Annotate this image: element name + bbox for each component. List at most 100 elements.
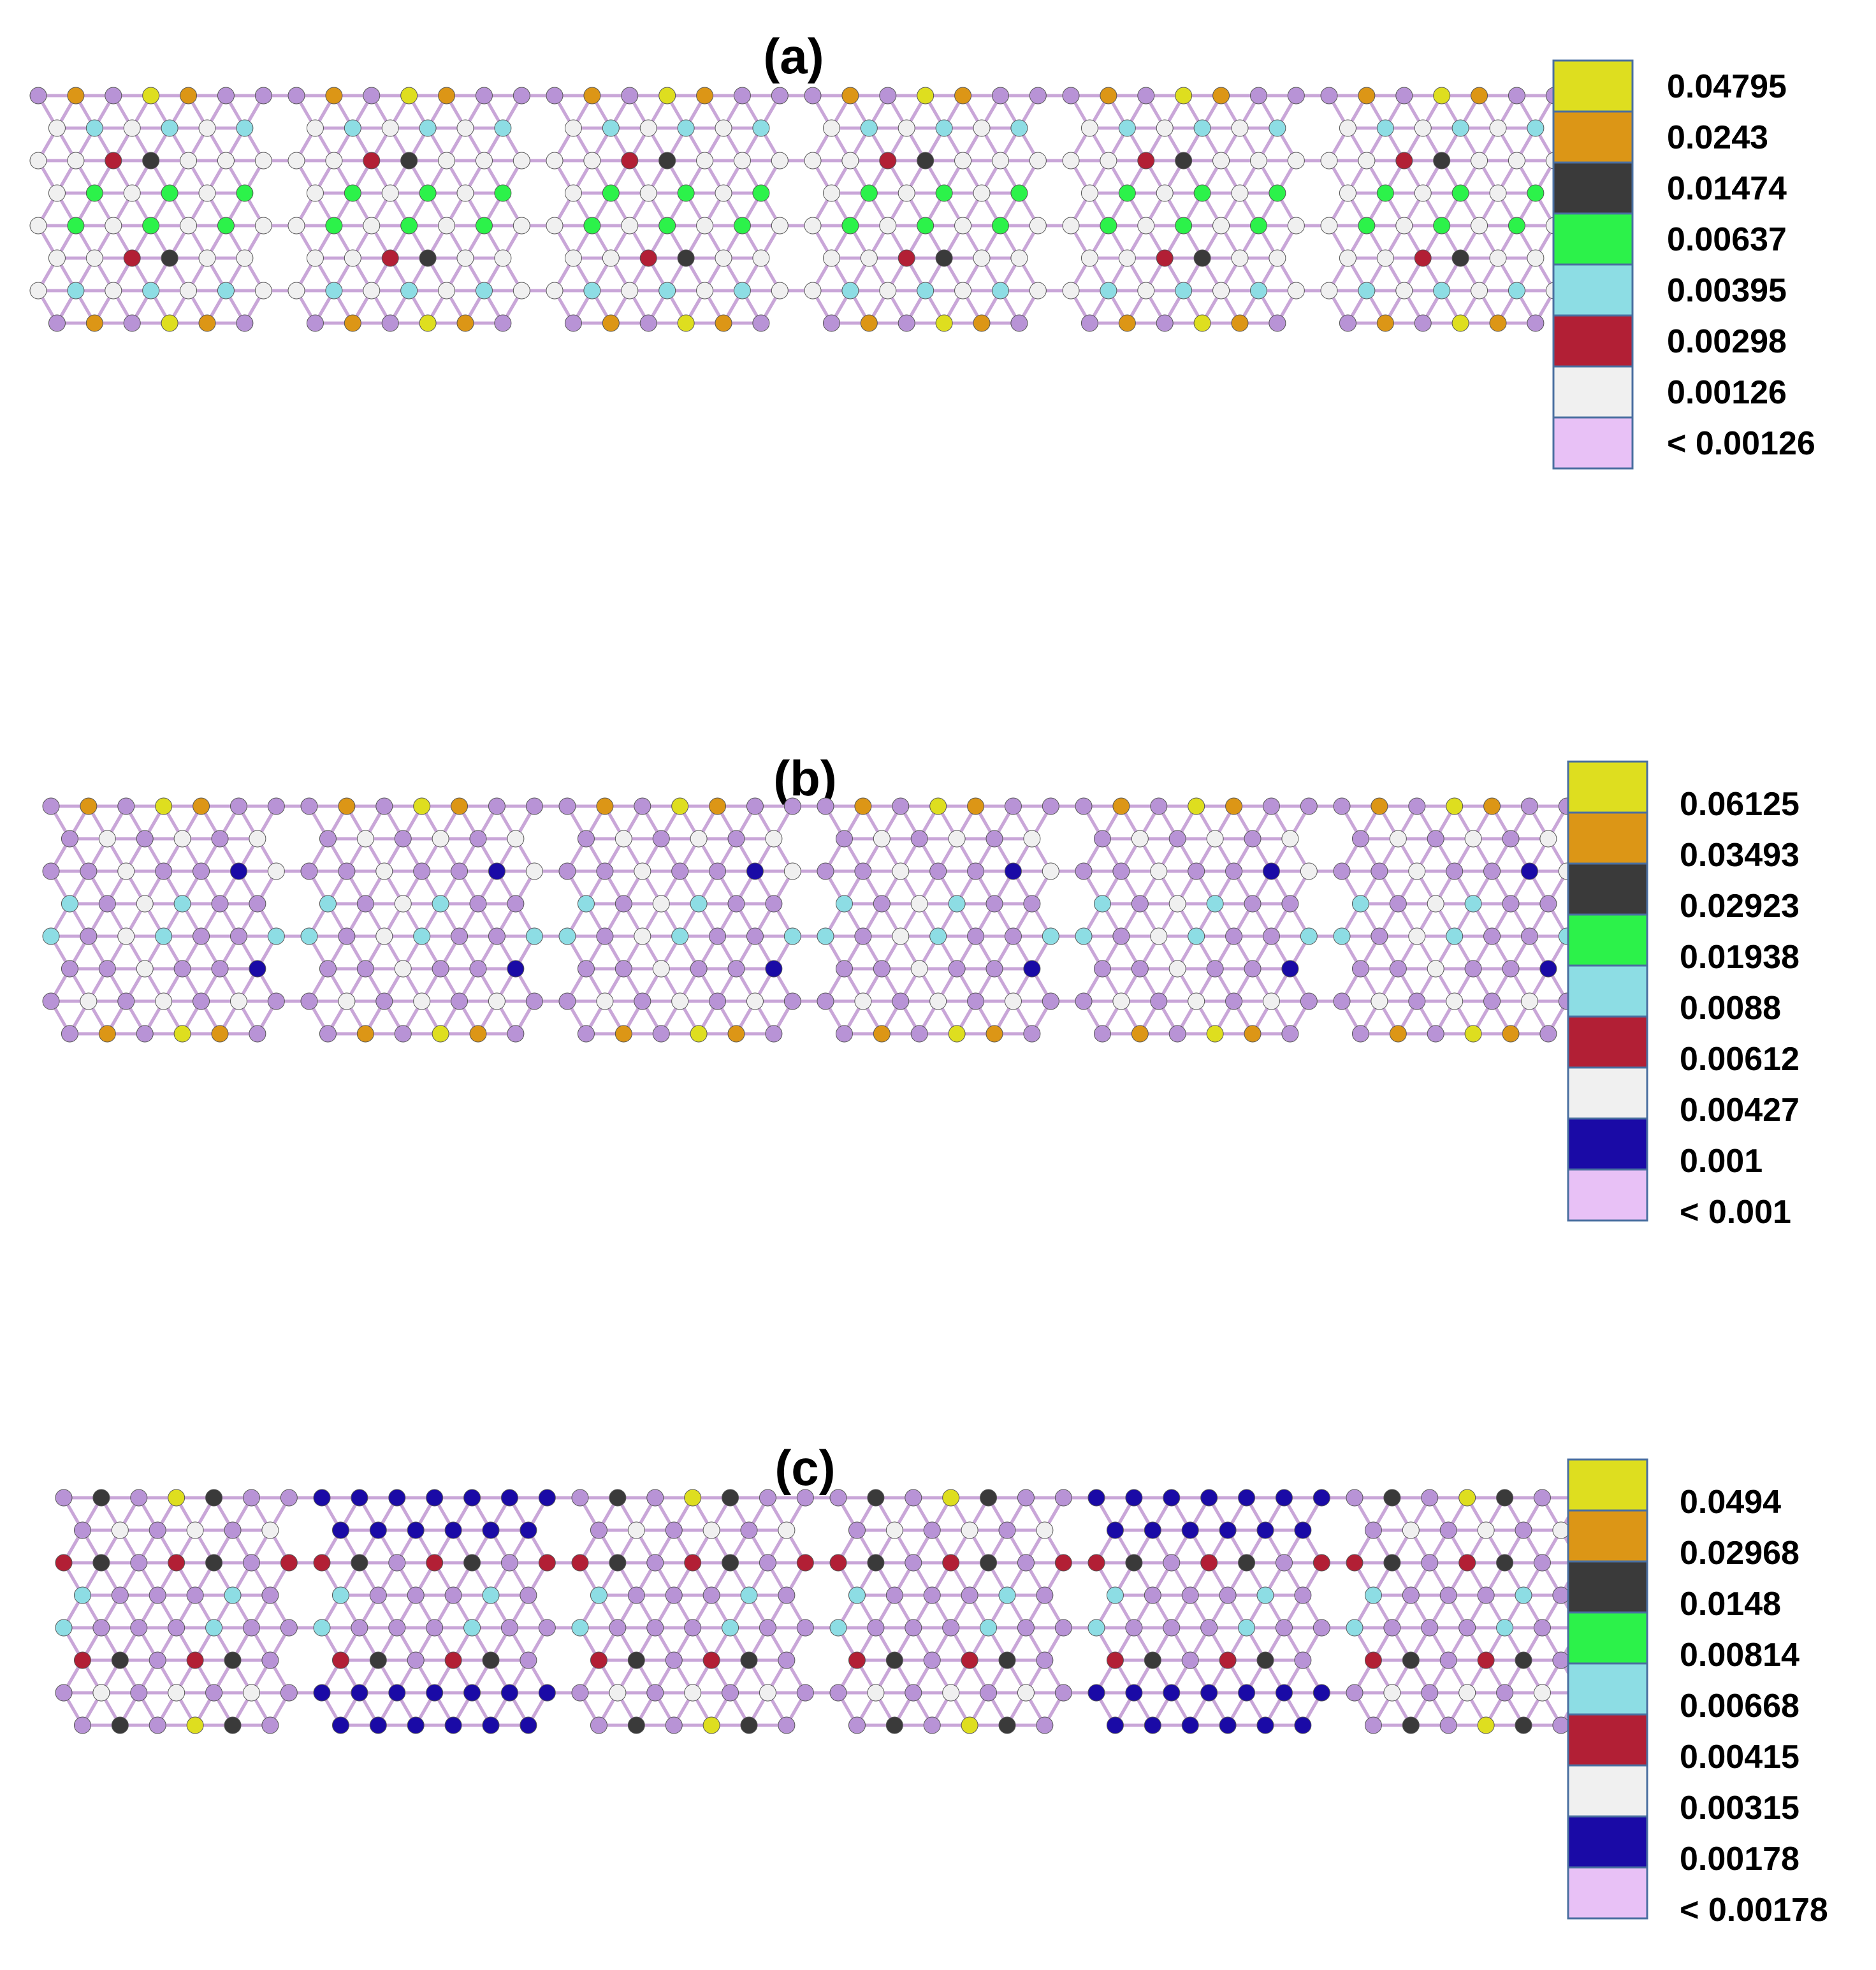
panel-b-label: (b) [773,750,837,806]
atom [835,830,853,848]
atom [935,314,953,332]
atom [1100,87,1117,105]
atom [1427,895,1444,913]
atom [254,282,272,300]
atom [507,960,525,978]
atom [583,217,601,235]
atom [1395,217,1413,235]
atom [1163,1554,1181,1572]
atom [142,217,160,235]
atom [261,1716,279,1734]
atom [300,992,318,1010]
atom [451,797,469,815]
atom [817,927,834,945]
atom [149,1586,166,1604]
atom [835,960,853,978]
atom [1175,152,1193,170]
atom [1351,895,1369,913]
atom [444,1586,462,1604]
atom [426,1554,444,1572]
atom [564,119,582,137]
atom [1106,1521,1124,1539]
atom [665,1651,683,1669]
atom [351,1554,368,1572]
legend-swatch [1567,1168,1648,1222]
atom [1483,927,1501,945]
atom [1502,1025,1520,1043]
atom [564,249,582,267]
atom [1346,1684,1363,1702]
legend-label: 0.01474 [1667,170,1787,207]
atom [1042,927,1059,945]
atom [627,1716,645,1734]
atom [494,314,512,332]
atom [1150,927,1168,945]
atom [92,1554,110,1572]
atom [973,184,991,202]
atom [130,1489,148,1507]
atom [92,1684,110,1702]
atom [1287,217,1305,235]
atom [1256,1521,1274,1539]
atom [759,1554,776,1572]
atom [1010,184,1028,202]
atom [136,1025,154,1043]
atom [1300,992,1318,1010]
atom [1156,249,1174,267]
atom [1333,992,1351,1010]
atom [344,249,361,267]
atom [583,152,601,170]
atom [1275,1684,1293,1702]
atom [469,960,487,978]
atom [325,282,343,300]
atom [684,1489,702,1507]
atom [854,797,872,815]
atom [488,927,505,945]
atom [783,992,801,1010]
atom [1112,797,1130,815]
atom [488,862,505,880]
atom [55,1684,73,1702]
atom [242,1554,260,1572]
atom [1471,282,1488,300]
atom [639,314,657,332]
atom [646,1554,664,1572]
atom [1451,184,1469,202]
legend-label: 0.00415 [1680,1739,1800,1776]
legend-swatch [1567,1764,1648,1818]
atom [1249,87,1267,105]
atom [935,184,953,202]
atom [1312,1684,1330,1702]
atom [1320,282,1338,300]
atom [746,862,764,880]
atom [1458,1489,1476,1507]
atom [671,862,689,880]
atom [1427,1025,1444,1043]
atom [1451,119,1469,137]
atom [583,282,601,300]
atom [609,1619,627,1637]
atom [42,992,60,1010]
atom [1100,282,1117,300]
atom [1414,249,1432,267]
atom [168,1684,185,1702]
atom [520,1651,537,1669]
atom [438,217,456,235]
atom [1269,184,1286,202]
atom [973,314,991,332]
atom [652,895,670,913]
atom [1054,1619,1072,1637]
atom [1023,830,1041,848]
atom [306,119,324,137]
atom [73,1716,91,1734]
atom [1244,1025,1262,1043]
atom [910,960,928,978]
atom [306,314,324,332]
atom [1376,119,1394,137]
atom [205,1554,223,1572]
atom [400,217,418,235]
atom [1527,314,1545,332]
atom [677,119,695,137]
atom [242,1489,260,1507]
